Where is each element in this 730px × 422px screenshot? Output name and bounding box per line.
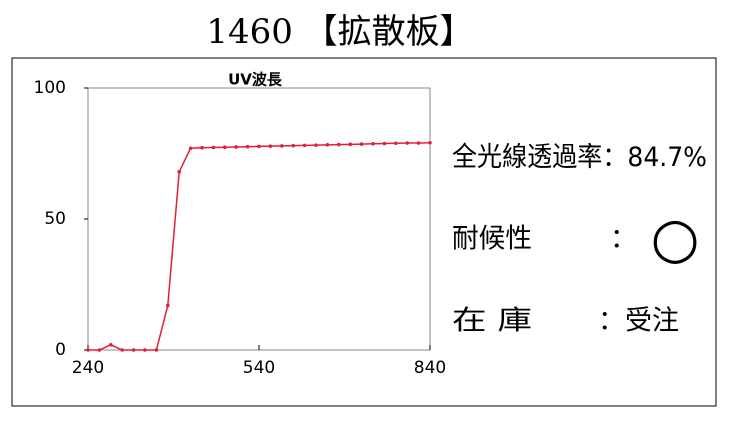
info-row: 全光線透過率：84.7% xyxy=(452,142,707,173)
point xyxy=(245,144,250,149)
series-line xyxy=(88,142,431,351)
point xyxy=(416,141,421,145)
point xyxy=(359,142,364,146)
point xyxy=(234,145,238,149)
point xyxy=(120,348,124,352)
x-tick-label: 840 xyxy=(414,358,446,378)
point xyxy=(97,348,102,352)
plot-area xyxy=(87,87,431,351)
point xyxy=(280,144,284,148)
point xyxy=(131,348,136,352)
point xyxy=(291,143,296,148)
info-value: ：受注 xyxy=(598,306,679,337)
point xyxy=(382,141,387,146)
info-label: 全光線透過率 xyxy=(452,142,602,173)
page-title: 1460 【拡散板】 xyxy=(206,12,473,52)
point xyxy=(257,144,261,149)
frame xyxy=(11,57,717,407)
y-tick-label: 100 xyxy=(34,78,66,98)
point xyxy=(86,348,90,352)
point xyxy=(337,142,341,147)
point xyxy=(371,142,375,146)
chart-title: UV波長 xyxy=(228,71,283,89)
y-tick-label: 0 xyxy=(55,340,66,360)
info-value: ：84.7% xyxy=(602,142,707,173)
point xyxy=(177,170,181,174)
point xyxy=(211,145,216,150)
point xyxy=(188,146,193,151)
info-mark: ○ xyxy=(651,206,700,271)
point xyxy=(223,145,227,150)
x-tick-label: 240 xyxy=(72,358,104,378)
point xyxy=(154,348,159,352)
point xyxy=(405,141,410,145)
info-label: 耐候性 xyxy=(452,224,532,255)
point xyxy=(143,348,147,352)
point xyxy=(428,140,432,145)
point xyxy=(268,144,273,148)
point xyxy=(109,342,113,347)
x-tick-label: 540 xyxy=(243,358,275,378)
point xyxy=(394,141,398,146)
point xyxy=(314,143,318,147)
info-label: 在 庫 xyxy=(452,306,532,337)
point xyxy=(200,145,204,150)
point xyxy=(302,143,307,148)
point xyxy=(325,143,330,147)
info-value: ： xyxy=(610,224,637,255)
point xyxy=(166,303,170,308)
point xyxy=(348,142,353,147)
y-tick-label: 50 xyxy=(44,209,66,229)
